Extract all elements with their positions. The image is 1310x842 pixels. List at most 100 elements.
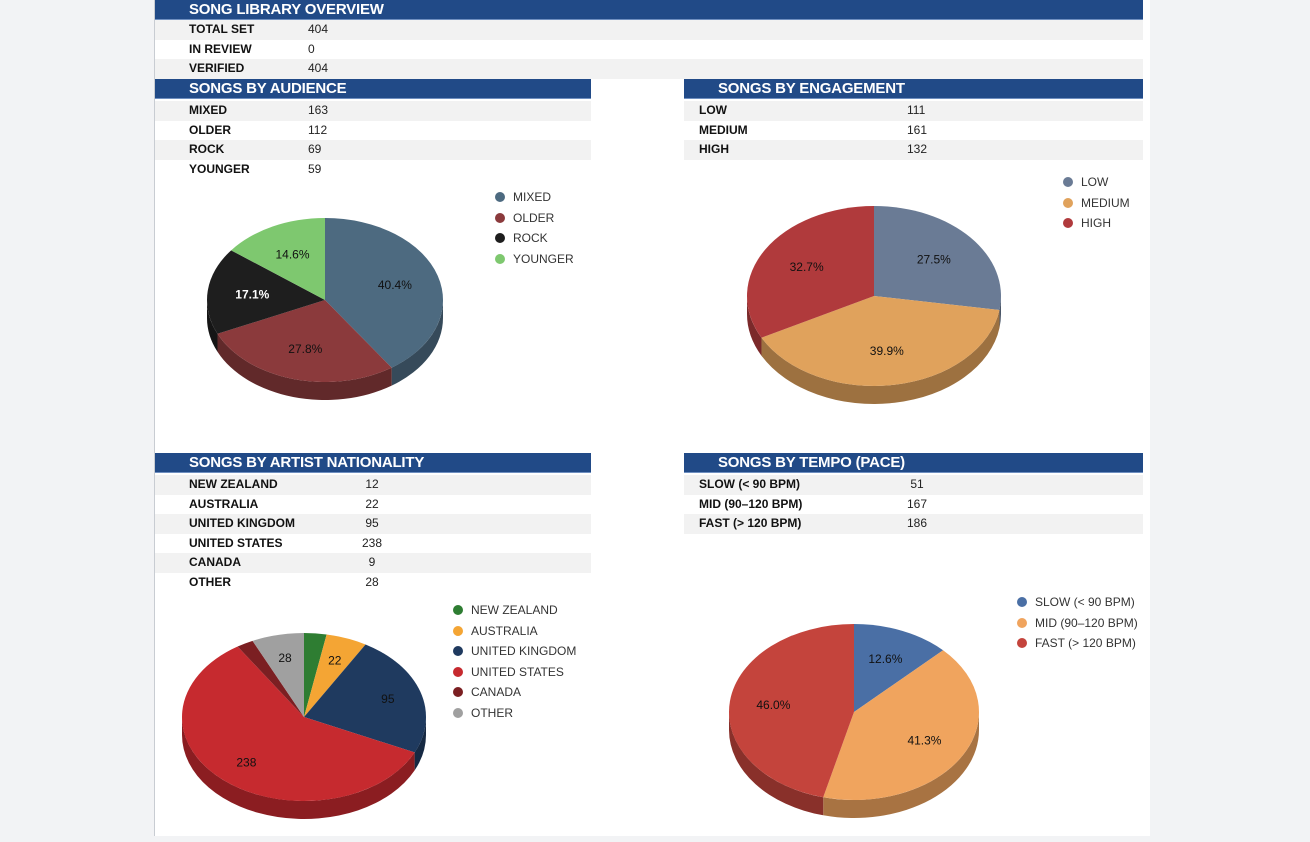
- row-value: 69: [308, 142, 322, 156]
- audience-pie-chart: 40.4% 27.8% 17.1% 14.6%: [155, 0, 1150, 836]
- audience-slice-label-1: 27.8%: [288, 342, 322, 356]
- table-row: UNITED KINGDOM 95: [155, 514, 591, 534]
- row-label: AUSTRALIA: [189, 496, 259, 511]
- legend-item: ROCK: [495, 228, 574, 249]
- row-value: 167: [906, 496, 928, 511]
- row-value: 9: [368, 555, 376, 569]
- legend-label: NEW ZEALAND: [471, 603, 558, 617]
- legend-item: OLDER: [495, 208, 574, 229]
- engagement-legend: LOW MEDIUM HIGH: [1063, 172, 1130, 234]
- row-value: 112: [308, 122, 328, 137]
- legend-swatch-icon: [495, 253, 505, 264]
- table-row: OLDER 112: [155, 121, 591, 141]
- engagement-pie-chart: 27.5% 39.9% 32.7%: [155, 0, 1150, 836]
- nationality-table: NEW ZEALAND 12 AUSTRALIA 22 UNITED KINGD…: [155, 475, 591, 592]
- legend-item: CANADA: [453, 682, 576, 703]
- engagement-slice-side-1: [761, 309, 1000, 404]
- table-row: IN REVIEW 0: [155, 40, 1143, 60]
- row-label: SLOW (< 90 BPM): [699, 477, 801, 491]
- legend-item: UNITED STATES: [453, 662, 576, 683]
- legend-item: UNITED KINGDOM: [453, 641, 576, 662]
- audience-slice-side-2: [207, 300, 218, 352]
- nationality-slice-side-3: [181, 717, 415, 819]
- overview-header: SONG LIBRARY OVERVIEW: [155, 0, 1143, 20]
- table-row: OTHER 28: [155, 573, 591, 593]
- legend-swatch-icon: [453, 605, 463, 615]
- row-label: YOUNGER: [189, 161, 250, 176]
- table-row: LOW 111: [684, 101, 1143, 121]
- legend-label: ROCK: [513, 231, 548, 245]
- engagement-pie-top: [746, 206, 1001, 387]
- row-value: 95: [365, 516, 379, 530]
- row-label: ROCK: [189, 142, 225, 156]
- table-row: MIXED 163: [155, 101, 591, 121]
- nationality-pie-top: [181, 633, 426, 801]
- legend-label: OTHER: [471, 705, 513, 720]
- legend-item: OTHER: [453, 703, 576, 724]
- row-label: UNITED KINGDOM: [189, 516, 295, 530]
- tempo-pie-chart: 12.6% 41.3% 46.0%: [155, 0, 1150, 836]
- engagement-slice-side-2: [747, 296, 762, 356]
- nationality-header: SONGS BY ARTIST NATIONALITY: [155, 453, 591, 473]
- legend-item: HIGH: [1063, 213, 1130, 234]
- audience-slice-side-0: [391, 300, 443, 386]
- engagement-slice-side-0: [999, 296, 1001, 328]
- legend-label: MIXED: [513, 190, 552, 204]
- tempo-slice-label-2: 46.0%: [756, 698, 790, 712]
- tempo-pie-svg: 12.6% 41.3% 46.0%: [729, 624, 979, 818]
- table-row: TOTAL SET 404: [155, 20, 1143, 40]
- audience-slice-3: [231, 218, 325, 300]
- row-label: IN REVIEW: [189, 41, 252, 56]
- row-label: MID (90–120 BPM): [699, 496, 803, 511]
- legend-label: OLDER: [513, 210, 555, 225]
- legend-item: LOW: [1063, 172, 1130, 193]
- nationality-slice-1: [304, 634, 366, 717]
- audience-slice-1: [217, 300, 392, 383]
- legend-item: MEDIUM: [1063, 193, 1130, 214]
- engagement-table: LOW 111 MEDIUM 161 HIGH 132: [684, 101, 1143, 160]
- nationality-slice-side-2: [414, 717, 426, 771]
- row-value: 12: [365, 477, 379, 491]
- table-row: MID (90–120 BPM) 167: [684, 495, 1143, 515]
- audience-slice-label-0: 40.4%: [378, 278, 412, 292]
- tempo-header: SONGS BY TEMPO (PACE): [684, 453, 1143, 473]
- table-row: ROCK 69: [155, 140, 591, 160]
- engagement-slice-label-1: 39.9%: [870, 344, 904, 358]
- legend-label: LOW: [1081, 175, 1109, 189]
- audience-header: SONGS BY AUDIENCE: [155, 79, 591, 99]
- row-label: FAST (> 120 BPM): [699, 516, 802, 530]
- legend-swatch-icon: [1017, 617, 1027, 628]
- audience-slice-label-2: 17.1%: [235, 287, 269, 301]
- legend-label: MID (90–120 BPM): [1035, 615, 1138, 630]
- row-value: 161: [907, 122, 928, 137]
- legend-item: MIXED: [495, 187, 574, 208]
- audience-slice-2: [206, 250, 325, 334]
- audience-pie-svg: 40.4% 27.8% 17.1% 14.6%: [206, 218, 444, 401]
- row-value: 404: [308, 22, 329, 36]
- row-label: NEW ZEALAND: [189, 477, 278, 491]
- tempo-slice-label-0: 12.6%: [868, 652, 902, 666]
- table-row: CANADA 9: [155, 553, 591, 573]
- row-value: 51: [910, 477, 924, 491]
- row-value: 132: [907, 142, 928, 156]
- nationality-pie-sides: [181, 717, 426, 819]
- tempo-legend: SLOW (< 90 BPM) MID (90–120 BPM) FAST (> 1…: [1017, 592, 1138, 654]
- tempo-slice-side-2: [729, 712, 824, 816]
- legend-swatch-icon: [453, 666, 463, 677]
- tempo-slice-label-1: 41.3%: [907, 733, 941, 747]
- nationality-slice-5: [252, 633, 304, 717]
- audience-legend: MIXED OLDER ROCK YOUNGER: [495, 187, 574, 269]
- legend-swatch-icon: [453, 625, 463, 636]
- row-label: MIXED: [189, 103, 228, 117]
- legend-label: FAST (> 120 BPM): [1035, 636, 1136, 650]
- legend-swatch-icon: [1017, 597, 1027, 607]
- nationality-slice-label-2: 95: [381, 692, 395, 706]
- table-row: AUSTRALIA 22: [155, 495, 591, 515]
- legend-item: AUSTRALIA: [453, 621, 576, 642]
- row-label: TOTAL SET: [189, 22, 255, 36]
- legend-swatch-icon: [495, 192, 505, 202]
- audience-table: MIXED 163 OLDER 112 ROCK 69 YOUNGER 59: [155, 101, 591, 179]
- legend-label: SLOW (< 90 BPM): [1035, 595, 1135, 609]
- tempo-pie-top: [729, 624, 979, 800]
- nationality-slice-label-3: 238: [236, 756, 256, 770]
